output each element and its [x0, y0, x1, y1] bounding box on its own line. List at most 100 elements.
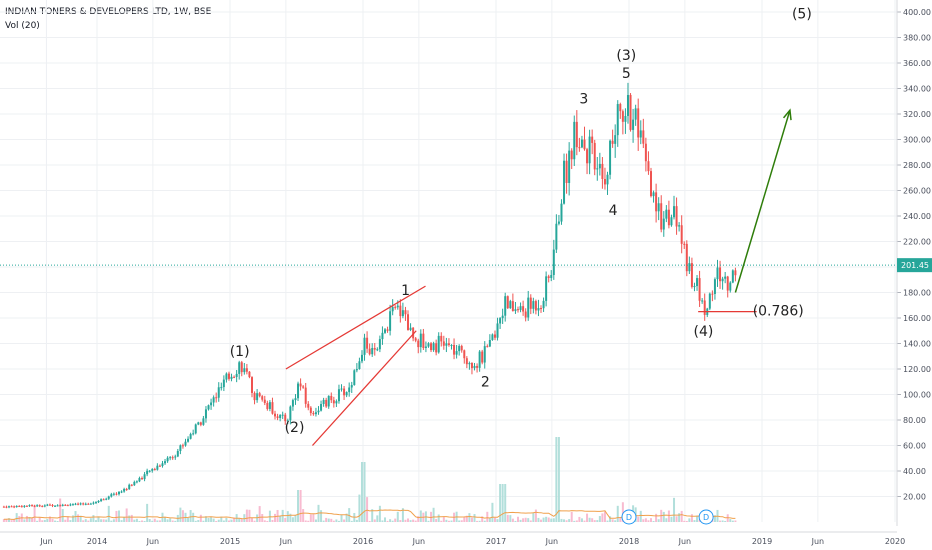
candle-body	[596, 168, 599, 170]
wave-label: (5)	[792, 6, 812, 22]
volume-bar	[550, 518, 553, 522]
candle-body	[381, 332, 384, 340]
volume-bar	[417, 516, 420, 522]
volume-bar	[330, 518, 333, 522]
x-tick-label: Jun	[678, 537, 692, 546]
candle-body	[593, 142, 596, 170]
candle-body	[435, 343, 438, 353]
candle-body	[130, 484, 133, 486]
volume-bar	[217, 519, 220, 522]
candle-body	[304, 387, 307, 404]
candle-body	[685, 243, 688, 272]
candle-body	[192, 433, 195, 435]
volume-bar	[69, 520, 72, 522]
y-tick-label: 100.00	[903, 391, 931, 400]
volume-bar	[580, 518, 583, 522]
volume-bar	[586, 513, 589, 522]
candle-body	[8, 506, 11, 508]
volume-bar	[396, 511, 399, 522]
candle-body	[230, 376, 233, 379]
candle-body	[690, 263, 693, 287]
volume-bar	[665, 518, 668, 522]
volume-bar	[253, 520, 256, 522]
volume-bar	[151, 520, 154, 522]
volume-bar	[43, 519, 46, 522]
candle-body	[320, 403, 323, 411]
dividend-marker	[698, 509, 714, 525]
y-tick-label: 400.00	[903, 8, 931, 17]
volume-bar	[588, 517, 591, 522]
volume-bar	[611, 519, 614, 522]
candle-body	[563, 160, 566, 204]
candle-body	[199, 422, 202, 425]
volume-bar	[302, 509, 305, 522]
volume-bar	[135, 518, 138, 522]
x-tick-label: 2017	[486, 537, 506, 546]
volume-bar	[15, 513, 18, 522]
candle-body	[522, 306, 525, 312]
candle-body	[210, 402, 213, 406]
candle-body	[473, 365, 476, 369]
volume-bar	[465, 515, 468, 522]
volume-bar	[335, 519, 338, 522]
candle-body	[401, 310, 404, 317]
volume-bar	[143, 520, 146, 522]
volume-bar	[447, 520, 450, 522]
volume-bar	[514, 520, 517, 522]
volume-bar	[299, 490, 302, 522]
volume-bar	[207, 518, 210, 522]
candle-body	[693, 286, 696, 288]
candle-body	[711, 293, 714, 295]
volume-bar	[673, 497, 676, 522]
candle-body	[220, 387, 223, 389]
y-tick-label: 360.00	[903, 59, 931, 68]
candle-body	[701, 300, 704, 302]
candle-body	[516, 309, 519, 311]
candle-body	[33, 505, 36, 507]
candle-body	[386, 329, 389, 331]
volume-bar	[66, 516, 69, 522]
candle-body	[678, 225, 681, 227]
y-tick-label: 20.00	[903, 493, 926, 502]
volume-bar	[215, 520, 218, 522]
time-axis[interactable]: Jun 2014 Jun 2015 Jun 2016 Jun 2017 Jun 2018 Jun 20…	[0, 531, 905, 546]
candle-body	[665, 209, 668, 219]
candle-body	[169, 457, 172, 459]
volume-bar	[256, 514, 259, 522]
volume-bar	[412, 519, 415, 522]
candle-body	[511, 301, 514, 311]
candle-body	[345, 392, 348, 396]
y-tick-label: 80.00	[903, 416, 926, 425]
candle-body	[28, 505, 31, 507]
volume-bar	[401, 508, 404, 522]
candle-body	[97, 500, 100, 503]
x-tick-label: Jun	[811, 537, 825, 546]
candle-body	[440, 335, 443, 342]
candle-body	[432, 343, 435, 351]
volume-bar	[192, 512, 195, 522]
candle-body	[540, 308, 543, 310]
candle-body	[115, 493, 118, 495]
candle-body	[529, 297, 532, 309]
candle-body	[59, 505, 62, 507]
candle-body	[527, 297, 530, 318]
candle-body	[632, 119, 635, 130]
volume-bar	[48, 516, 51, 522]
projection-arrow-head	[782, 108, 792, 121]
volume-bar	[606, 520, 609, 522]
candle-body	[184, 441, 187, 446]
candle-body	[557, 221, 560, 224]
price-axis[interactable]: 20.00 40.00 60.00 80.00 100.00 120.00 140.00 16…	[896, 0, 932, 526]
volume-bar	[112, 519, 115, 522]
volume-bar	[696, 515, 699, 522]
candle-body	[550, 275, 553, 278]
candle-body	[580, 139, 583, 148]
candle-body	[378, 339, 381, 350]
volume-bar	[320, 510, 323, 522]
volume-bar	[54, 520, 57, 522]
candle-body	[61, 504, 64, 506]
candle-body	[66, 505, 69, 507]
candle-body	[284, 414, 287, 422]
candle-body	[217, 387, 220, 398]
